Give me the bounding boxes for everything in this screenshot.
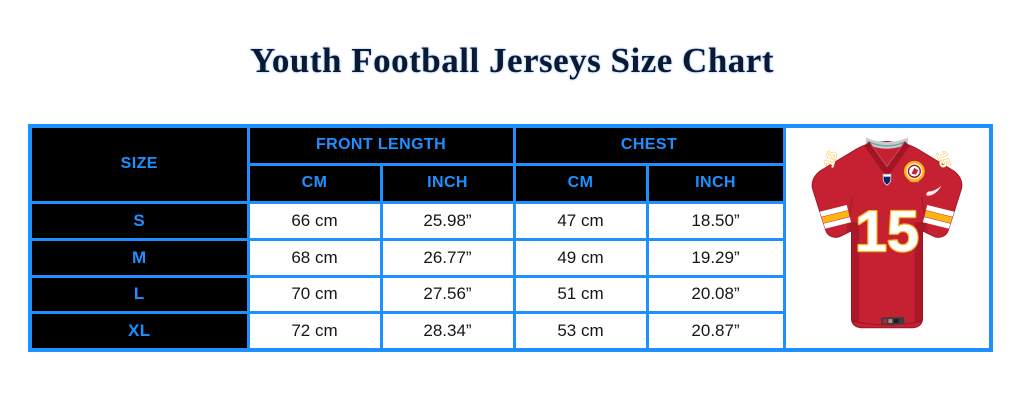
jersey-number-left-shoulder: 15 <box>822 149 842 169</box>
cell-xl-chest-inch: 20.87” <box>645 311 786 352</box>
cell-m-front-cm: 68 cm <box>246 237 383 278</box>
col-header-chest-inch: INCH <box>645 162 786 204</box>
cell-l-chest-inch: 20.08” <box>645 274 786 315</box>
cell-xl-chest-cm: 53 cm <box>512 311 649 352</box>
side-mesh-left <box>848 222 860 322</box>
nike-swoosh-icon <box>926 185 942 196</box>
jersey-product-image: 15 15 15 <box>782 124 993 352</box>
inner-collar <box>866 137 909 149</box>
collar-stripe <box>867 140 907 147</box>
cell-m-chest-cm: 49 cm <box>512 237 649 278</box>
size-label-l: L <box>28 274 250 315</box>
nfl-shield-icon <box>883 173 892 186</box>
size-label-xl: XL <box>28 311 250 352</box>
cell-l-chest-cm: 51 cm <box>512 274 649 315</box>
cell-l-front-cm: 70 cm <box>246 274 383 315</box>
sleeve-seam-right <box>921 197 929 232</box>
cell-xl-front-inch: 28.34” <box>379 311 516 352</box>
page-title: Youth Football Jerseys Size Chart <box>250 41 774 80</box>
col-header-front-inch: INCH <box>379 162 516 204</box>
cell-s-chest-cm: 47 cm <box>512 200 649 241</box>
table-row-xl: XL 72 cm 28.34” 53 cm 20.87” <box>28 311 991 352</box>
jersey-number-front: 15 <box>855 200 919 264</box>
cell-s-front-inch: 25.98” <box>379 200 516 241</box>
jersey-body <box>811 141 963 329</box>
cell-s-front-cm: 66 cm <box>246 200 383 241</box>
size-chart-table: SIZE FRONT LENGTH CHEST <box>28 124 994 352</box>
table-row-l: L 70 cm 27.56” 51 cm 20.08” <box>28 274 991 315</box>
jersey-image: 15 15 15 <box>811 137 963 329</box>
jock-tag <box>881 317 905 325</box>
cell-m-chest-inch: 19.29” <box>645 237 786 278</box>
jersey-number-right-shoulder: 15 <box>933 149 953 169</box>
cell-m-front-inch: 26.77” <box>379 237 516 278</box>
size-chart-container: SIZE FRONT LENGTH CHEST <box>28 124 994 352</box>
col-header-front-length: FRONT LENGTH <box>246 124 516 166</box>
col-header-front-cm: CM <box>246 162 383 204</box>
size-label-s: S <box>28 200 250 241</box>
team-patch-icon <box>904 160 925 183</box>
header-row-units: CM INCH CM INCH <box>30 162 991 204</box>
col-header-chest: CHEST <box>512 124 786 166</box>
sleeve-seam-left <box>846 197 854 232</box>
side-mesh-right <box>915 222 926 322</box>
size-label-m: M <box>28 237 250 278</box>
collar-seam <box>869 142 905 168</box>
cell-xl-front-cm: 72 cm <box>246 311 383 352</box>
jersey-collar <box>864 141 911 176</box>
table-row-m: M 68 cm 26.77” 49 cm 19.29” <box>28 237 991 278</box>
header-row-groups: SIZE FRONT LENGTH CHEST <box>28 124 993 352</box>
table-row-s: S 66 cm 25.98” 47 cm 18.50” <box>28 200 991 241</box>
hem-shadow <box>851 320 923 326</box>
cell-s-chest-inch: 18.50” <box>645 200 786 241</box>
col-header-chest-cm: CM <box>512 162 649 204</box>
col-header-size: SIZE <box>28 124 250 204</box>
cell-l-front-inch: 27.56” <box>379 274 516 315</box>
